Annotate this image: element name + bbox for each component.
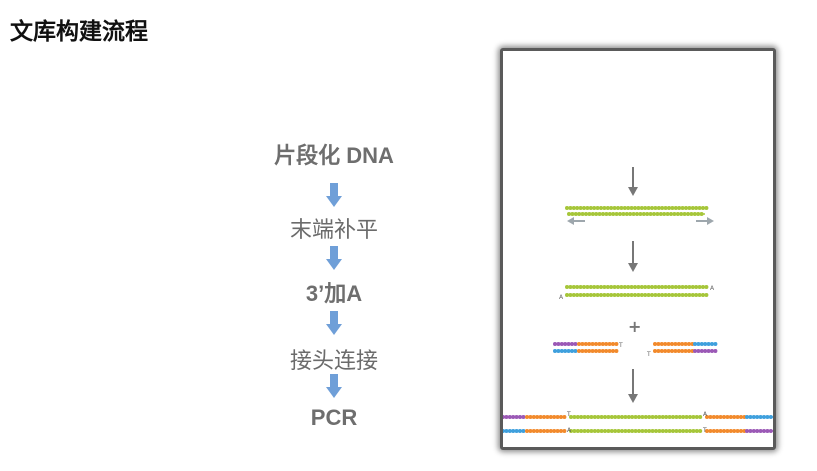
t-junction-right: T [702,427,707,434]
step-a-tailing: 3’加A [234,276,434,308]
a-tailed-dna [565,285,709,297]
down-arrow-icon [326,374,342,398]
adapter-orange-bottom [653,349,695,353]
end-left-arrow-icon [567,217,585,225]
a-junction-left: A [567,427,572,434]
step-end-repair: 末端补平 [234,212,434,244]
lig-green-top [569,415,703,419]
step-adapter-ligation: 接头连接 [234,343,434,375]
adapter-orange-top [653,342,695,346]
step-adapter-ligation-label: 接头连接 [289,349,378,374]
a-overhang-left: A [559,294,564,301]
repaired-stage: A A [559,241,715,301]
strand-top [565,285,709,289]
down-arrow-icon [326,311,342,335]
lig-green-bottom [569,429,703,433]
adapter-stage: + T T [553,317,718,358]
library-prep-illustration: A A + T T T A A T [500,48,776,450]
fragment-stage [565,167,714,225]
lig-orange-top-right [705,415,747,419]
fragmented-dna [565,206,709,216]
step-fragment-dna: 片段化 DNA [234,138,434,170]
down-arrow-icon [326,183,342,207]
step-fragment-dna-label: 片段化 DNA [274,143,394,168]
lig-blue-bottom [503,429,526,433]
process-arrow-icon [628,167,638,196]
lig-orange-bottom-right [705,429,747,433]
plus-sign: + [628,317,641,336]
page-title: 文库构建流程 [10,19,148,45]
step-end-repair-label: 末端补平 [289,218,378,243]
process-arrow-icon [628,241,638,272]
step-pcr: PCR [234,405,434,431]
ligated-stage: T A A T [503,369,773,434]
t-overhang-left: T [618,342,623,349]
down-arrow-icon [326,246,342,270]
adapter-blue-bottom [553,349,578,353]
step-pcr-label: PCR [310,405,358,430]
lig-orange-top-left [525,415,567,419]
lig-purple-top [503,415,526,419]
adapter-orange-bottom [577,349,619,353]
process-arrow-icon [628,369,638,403]
ligated-library [503,415,773,433]
lig-purple-bottom [745,429,773,433]
step-a-tailing-label: 3’加A [305,281,363,306]
lig-orange-bottom-left [525,429,567,433]
a-overhang-right: A [710,285,715,292]
strand-top [565,206,709,210]
lig-blue-top [745,415,773,419]
adapter-purple-bottom [693,349,718,353]
t-junction-left: T [566,411,571,418]
adapter-left [553,342,619,353]
strand-bottom [565,293,709,297]
a-junction-right: A [703,411,708,418]
end-right-arrow-icon [696,217,714,225]
adapter-orange-top [577,342,619,346]
adapter-right [653,342,718,353]
adapter-blue-top [693,342,718,346]
adapter-purple-top [553,342,578,346]
t-overhang-right: T [646,351,651,358]
strand-bottom [567,212,705,216]
